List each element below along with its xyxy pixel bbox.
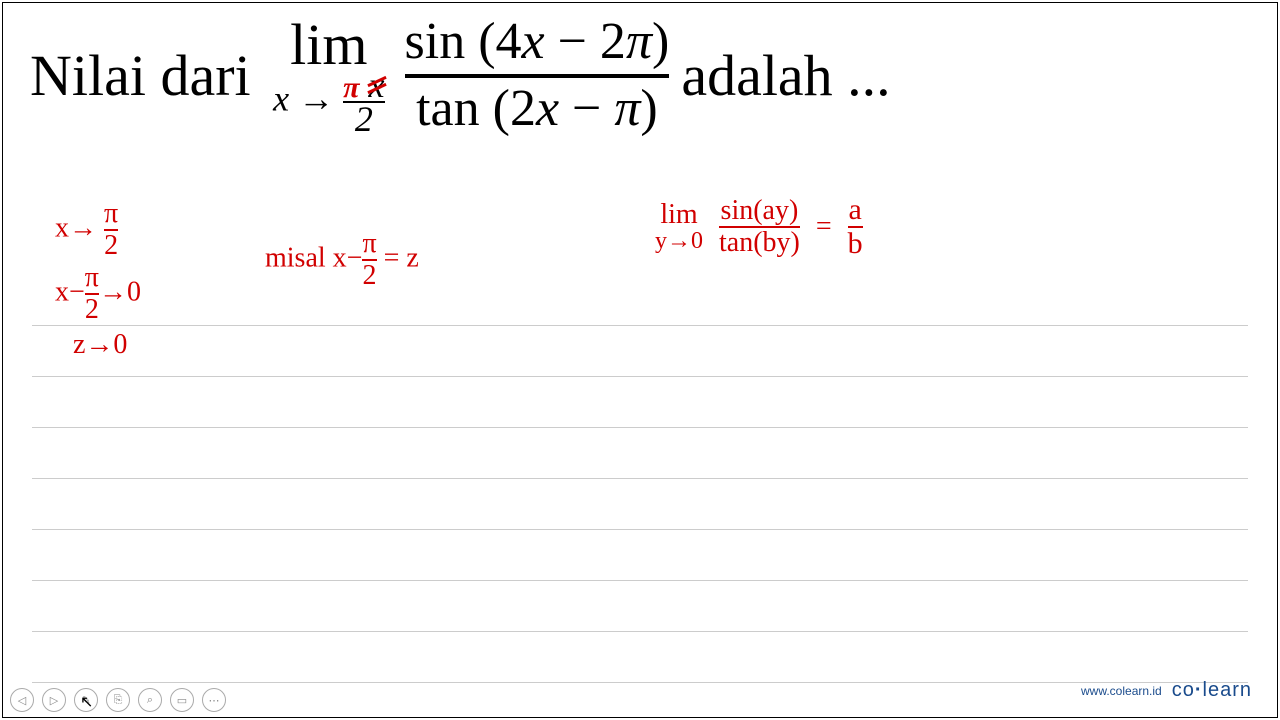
limit-target-num: π x xyxy=(343,69,384,101)
problem-suffix: adalah ... xyxy=(681,42,890,109)
fraction-bar xyxy=(405,74,670,78)
ruled-lines xyxy=(32,275,1248,683)
lim-label: lim xyxy=(290,16,367,74)
presentation-toolbar: ◁ ▷ ✎ ⎘ ⌕ ▭ ⋯ xyxy=(10,688,226,712)
formula-result: a b xyxy=(848,195,863,259)
limit-expression: lim x → π x 2 xyxy=(273,16,384,136)
problem-prefix: Nilai dari xyxy=(30,42,251,109)
screen-icon[interactable]: ▭ xyxy=(170,688,194,712)
step-1: x→ π2 xyxy=(55,200,141,260)
prev-icon[interactable]: ◁ xyxy=(10,688,34,712)
fraction-denominator: tan (2x − π) xyxy=(416,82,658,137)
annotation-substitution-steps: x→ π2 x−π2→0 z→0 xyxy=(55,200,141,361)
next-icon[interactable]: ▷ xyxy=(42,688,66,712)
step-2: x−π2→0 xyxy=(55,264,141,324)
limit-target-den: 2 xyxy=(355,103,373,135)
limit-target-fraction: π x 2 xyxy=(343,69,384,136)
zoom-icon[interactable]: ⌕ xyxy=(138,688,162,712)
footer-brand: www.colearn.id co·learn xyxy=(1081,679,1252,702)
limit-sub: x → π x 2 xyxy=(273,69,384,136)
pen-icon[interactable]: ✎ xyxy=(74,688,98,712)
main-fraction: sin (4x − 2π) tan (2x − π) xyxy=(405,15,670,136)
annotation-formula: lim y→0 sin(ay) tan(by) = a b xyxy=(655,195,863,259)
struck-x: x xyxy=(369,69,385,101)
annotation-misal: misal x−π2 = z xyxy=(265,230,419,290)
problem-statement: Nilai dari lim x → π x 2 sin (4x − 2π) t… xyxy=(30,15,1250,136)
formula-fraction: sin(ay) tan(by) xyxy=(719,197,800,257)
brand-logo: co·learn xyxy=(1172,679,1252,702)
brand-url: www.colearn.id xyxy=(1081,684,1162,698)
more-icon[interactable]: ⋯ xyxy=(202,688,226,712)
fraction-numerator: sin (4x − 2π) xyxy=(405,15,670,70)
formula-limit: lim y→0 xyxy=(655,201,703,253)
step-3: z→0 xyxy=(73,330,141,361)
copy-icon[interactable]: ⎘ xyxy=(106,688,130,712)
